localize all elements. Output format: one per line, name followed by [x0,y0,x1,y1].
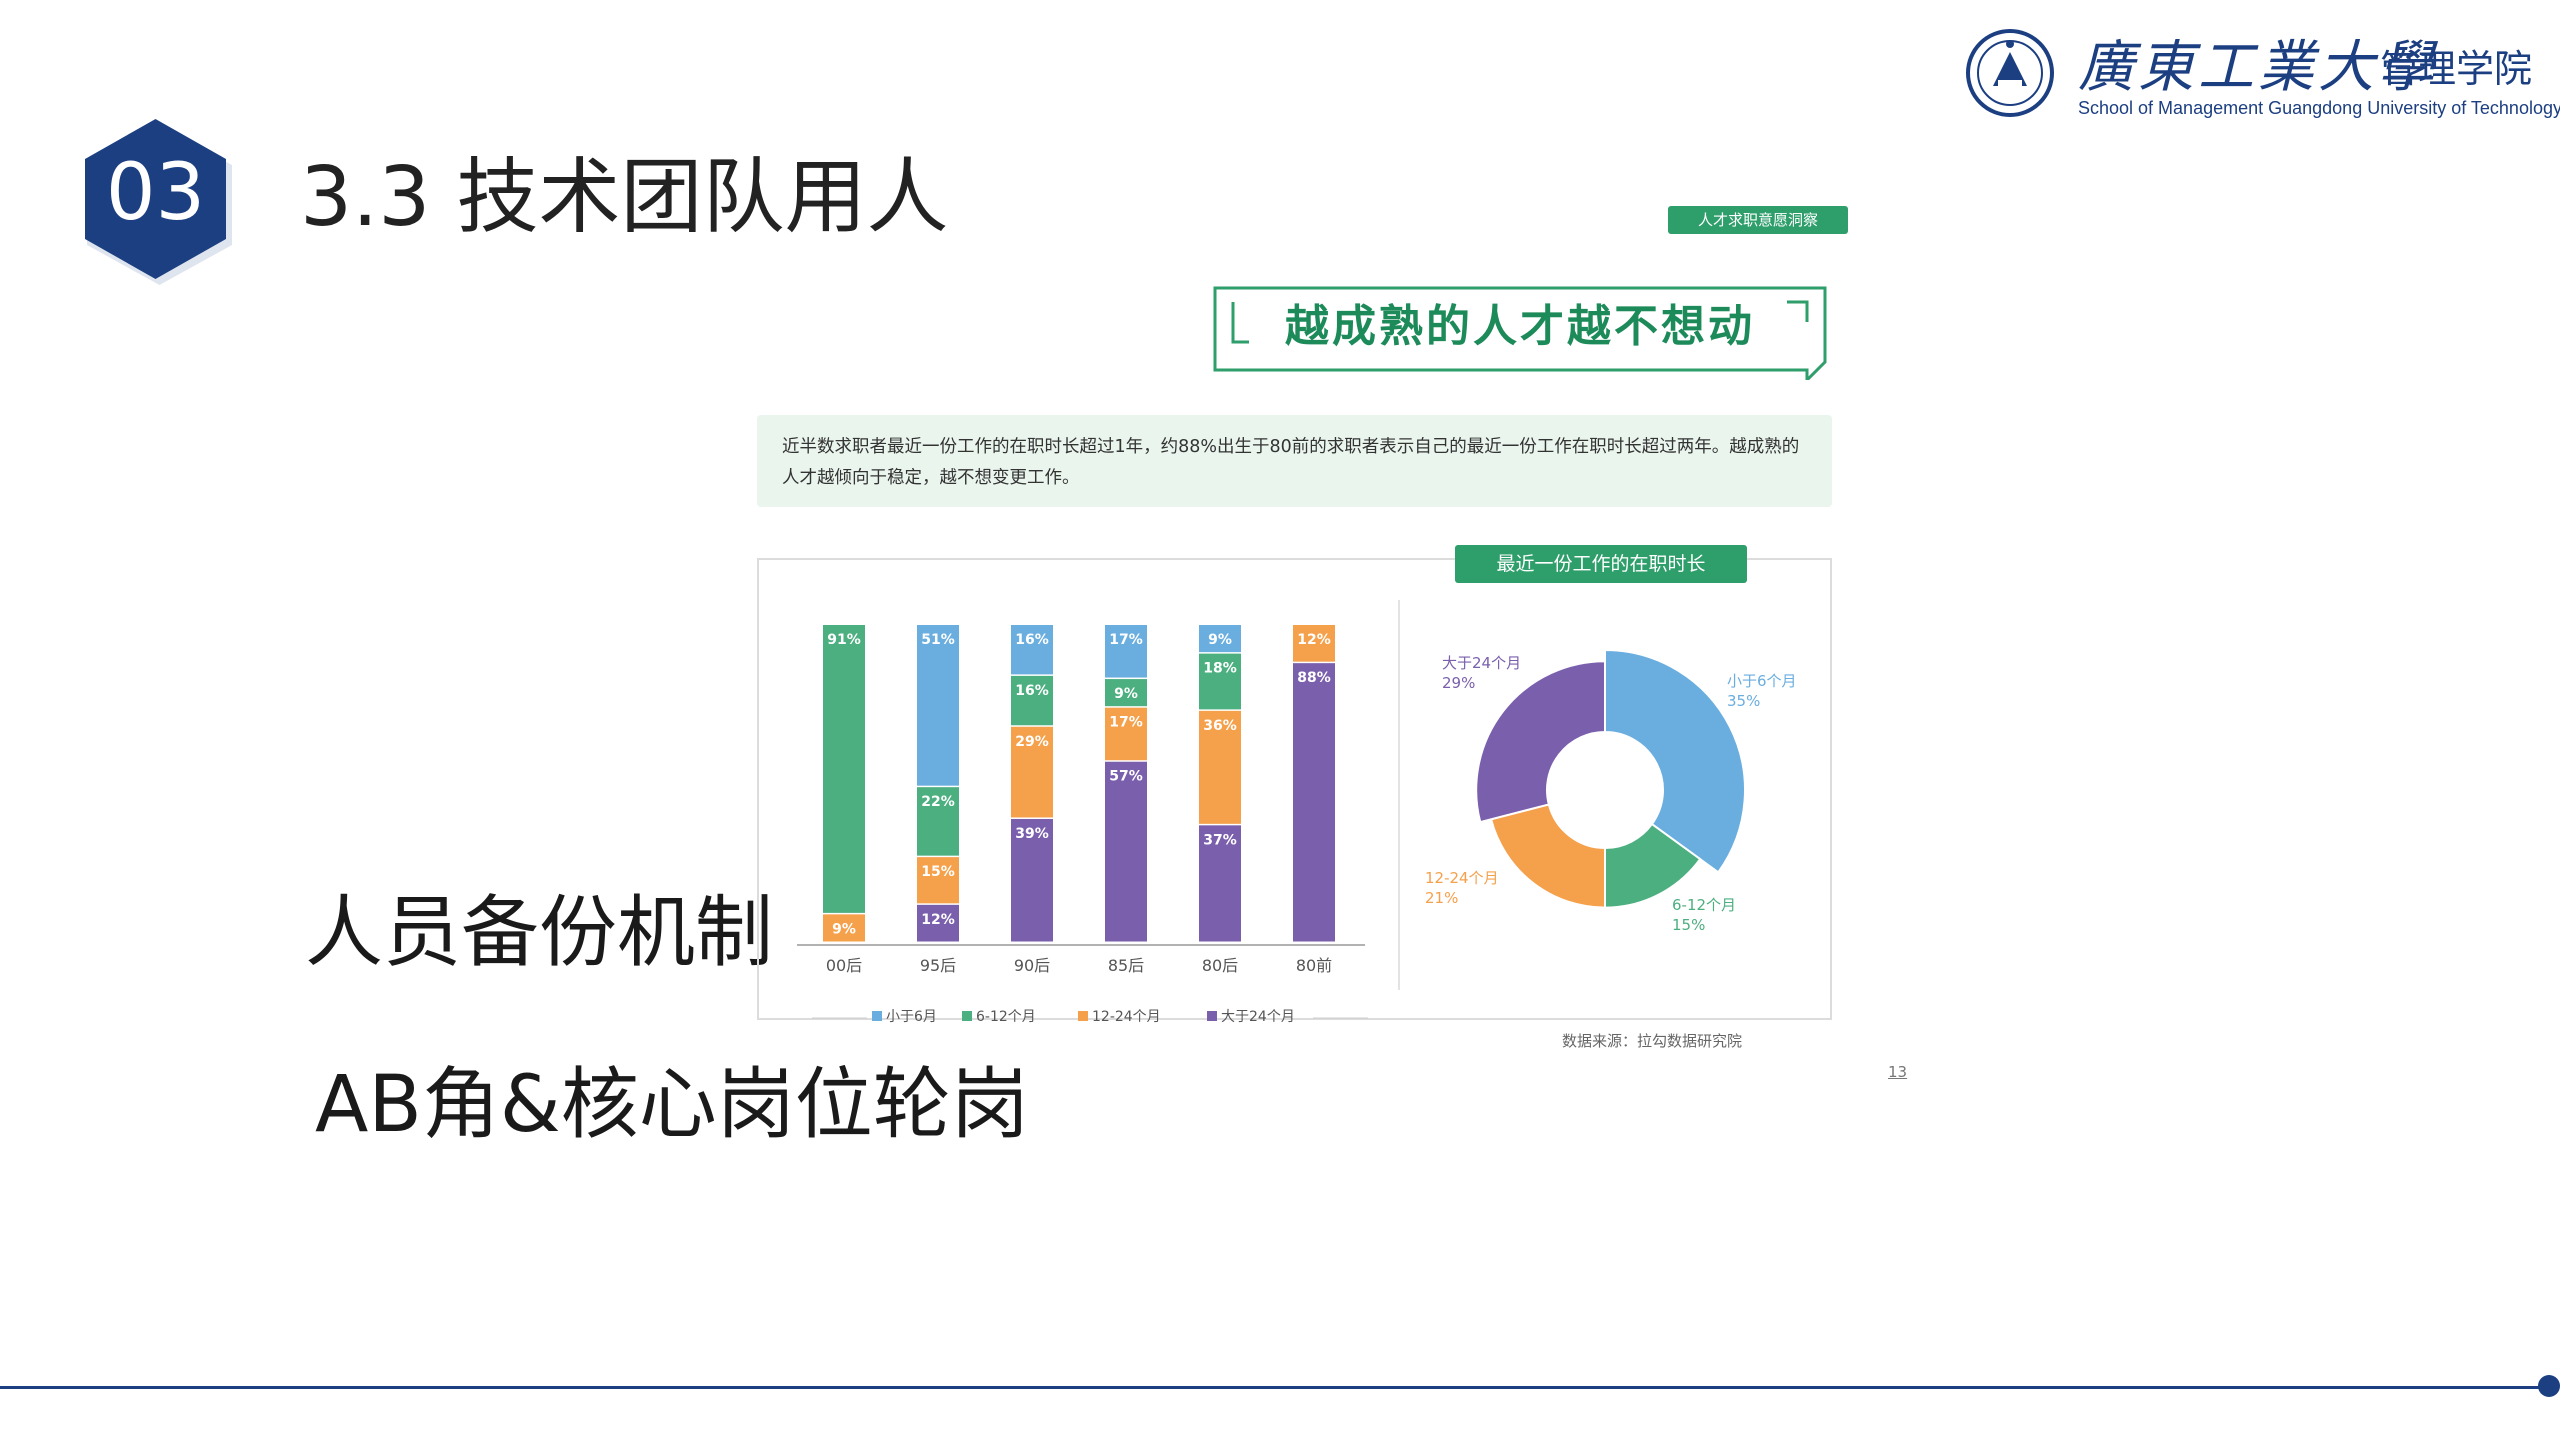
legend-swatch [872,1011,882,1021]
bar-category-label: 80前 [1296,956,1332,975]
bar-value-label: 29% [1015,734,1049,750]
bar-value-label: 17% [1109,715,1143,731]
school-name: 管理学院 [2380,47,2533,91]
bar-segment [917,787,959,856]
bar-segment [1011,726,1053,818]
donut-slice-value: 35% [1727,692,1760,710]
donut-slice-label: 12-24个月 [1425,869,1499,887]
bar-value-label: 15% [921,864,955,880]
legend-swatch [1078,1011,1088,1021]
section-number-hexagon [85,119,232,285]
bar-value-label: 37% [1203,832,1237,848]
summary-box [757,415,1832,507]
headline-frame [1213,286,1827,380]
bullet-backup-mechanism: 人员备份机制 [305,888,774,978]
bar-value-label: 91% [827,632,861,648]
slide-title: 3.3 技术团队用人 [300,150,949,245]
donut-slice [1604,648,1746,874]
legend-label: 6-12个月 [976,1009,1036,1025]
legend-label: 大于24个月 [1221,1009,1295,1025]
bar-segment [1105,679,1147,707]
bar-category-label: 85后 [1108,956,1144,975]
donut-slice [1475,660,1606,824]
bar-value-label: 88% [1297,670,1331,686]
bullet-ab-rotation: AB角&核心岗位轮岗 [315,1060,1029,1150]
bar-segment [1105,761,1147,942]
donut-slice-value: 29% [1442,674,1475,692]
donut-slice [1489,803,1606,909]
bar-category-label: 95后 [920,956,956,975]
university-emblem-icon [1966,29,2054,117]
chart-panel [757,558,1832,1020]
bar-value-label: 22% [921,794,955,810]
legend-label: 小于6月 [886,1009,937,1025]
bar-segment [1293,663,1335,942]
footer-line [0,1386,2548,1389]
data-source: 数据来源：拉勾数据研究院 [1562,1032,1743,1050]
report-tag: 人才求职意愿洞察 [1668,206,1848,234]
bar-segment [1199,653,1241,710]
bar-value-label: 12% [1297,632,1331,648]
panel-divider [1398,600,1400,990]
report-headline: 越成熟的人才越不想动 [1285,301,1755,352]
donut-slice-label: 大于24个月 [1442,654,1521,672]
charts-canvas: 9% 91% 00后 12% 15% 22% 51% 95后 39% 29% 16% 16% 90后 57… [797,625,1797,1025]
bar-segment [823,914,865,942]
bar-segment [1293,625,1335,662]
bar-segment [917,625,959,786]
bar-segment [917,904,959,942]
university-name: 廣東工業大學 [2078,35,2438,100]
donut-slice-value: 15% [1672,916,1705,934]
bar-segment [1105,625,1147,678]
bar-value-label: 57% [1109,769,1143,785]
footer-dot [2538,1375,2560,1397]
donut-slice-label: 6-12个月 [1672,896,1736,914]
legend-label: 12-24个月 [1092,1009,1161,1025]
bar-segment [1011,675,1053,726]
bar-value-label: 12% [921,912,955,928]
legend-swatch [962,1011,972,1021]
bar-value-label: 9% [1114,686,1138,702]
bar-value-label: 18% [1203,661,1237,677]
bar-segment [1011,625,1053,675]
bar-value-label: 39% [1015,826,1049,842]
donut-slice-value: 21% [1425,889,1458,907]
bar-category-label: 00后 [826,956,862,975]
bar-segment [1011,818,1053,942]
bar-segment [1199,625,1241,653]
page-number: 13 [1888,1063,1908,1081]
bar-segment [823,625,865,913]
bar-segment [1105,707,1147,761]
bar-value-label: 9% [832,921,856,937]
bar-value-label: 16% [1015,683,1049,699]
bar-segment [1199,710,1241,824]
bar-value-label: 17% [1109,632,1143,648]
bar-value-label: 16% [1015,632,1049,648]
bar-category-label: 90后 [1014,956,1050,975]
section-number: 03 [105,148,206,238]
bar-category-label: 80后 [1202,956,1238,975]
donut-slice-label: 小于6个月 [1727,672,1797,690]
legend-swatch [1207,1011,1217,1021]
summary-text: 近半数求职者最近一份工作的在职时长超过1年，约88%出生于80前的求职者表示自己… [782,437,1800,488]
bar-value-label: 9% [1208,632,1232,648]
bar-value-label: 36% [1203,718,1237,734]
donut-title: 最近一份工作的在职时长 [1455,545,1747,583]
bar-segment [917,857,959,904]
bar-value-label: 51% [921,632,955,648]
bar-segment [1199,825,1241,942]
university-name-english: School of Management Guangdong Universit… [2078,98,2560,118]
